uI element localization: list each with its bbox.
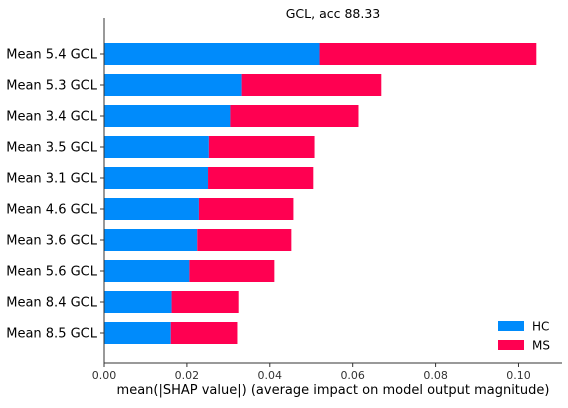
category-label: Mean 3.6 GCL — [6, 234, 98, 249]
bar-ms-8 — [189, 260, 275, 282]
legend-label-ms: MS — [532, 339, 550, 353]
bar-ms-2 — [241, 74, 382, 96]
legend-swatch-hc — [498, 321, 524, 331]
bar-ms-9 — [171, 291, 239, 313]
category-label: Mean 3.1 GCL — [6, 172, 98, 187]
bar-hc-10 — [104, 322, 171, 344]
bar-hc-6 — [104, 198, 199, 220]
category-labels: Mean 5.4 GCL Mean 5.3 GCL Mean 3.4 GCL Mean… — [6, 48, 104, 342]
chart-title: GCL, acc 88.33 — [286, 6, 381, 21]
bar-ms-7 — [197, 229, 292, 251]
bar-hc-2 — [104, 74, 242, 96]
x-axis-ticks: 0.00 0.02 0.04 0.06 0.08 0.10 — [92, 363, 531, 382]
bars-layer — [104, 43, 537, 344]
bar-hc-7 — [104, 229, 198, 251]
category-label: Mean 4.6 GCL — [6, 203, 98, 218]
category-label: Mean 8.5 GCL — [6, 327, 98, 342]
bar-ms-10 — [170, 322, 238, 344]
x-tick-label: 0.08 — [423, 369, 448, 382]
bar-hc-8 — [104, 260, 190, 282]
bar-hc-9 — [104, 291, 172, 313]
x-tick-label: 0.06 — [340, 369, 365, 382]
x-tick-label: 0.04 — [258, 369, 283, 382]
category-label: Mean 5.4 GCL — [6, 48, 98, 63]
category-label: Mean 8.4 GCL — [6, 296, 98, 311]
bar-hc-1 — [104, 43, 320, 65]
category-label: Mean 3.4 GCL — [6, 110, 98, 125]
bar-ms-5 — [208, 167, 314, 189]
bar-ms-6 — [198, 198, 294, 220]
category-label: Mean 5.6 GCL — [6, 265, 98, 280]
bar-hc-5 — [104, 167, 209, 189]
bar-hc-4 — [104, 136, 209, 158]
x-axis-label: mean(|SHAP value|) (average impact on mo… — [117, 383, 550, 398]
x-tick-label: 0.10 — [506, 369, 531, 382]
x-tick-label: 0.00 — [92, 369, 117, 382]
category-label: Mean 5.3 GCL — [6, 79, 98, 94]
x-tick-label: 0.02 — [175, 369, 200, 382]
legend-swatch-ms — [498, 340, 524, 350]
category-label: Mean 3.5 GCL — [6, 141, 98, 156]
bar-ms-1 — [319, 43, 537, 65]
legend-label-hc: HC — [532, 320, 549, 334]
bar-ms-3 — [230, 105, 359, 127]
bar-hc-3 — [104, 105, 231, 127]
legend: HC MS — [498, 320, 550, 353]
bar-ms-4 — [208, 136, 315, 158]
